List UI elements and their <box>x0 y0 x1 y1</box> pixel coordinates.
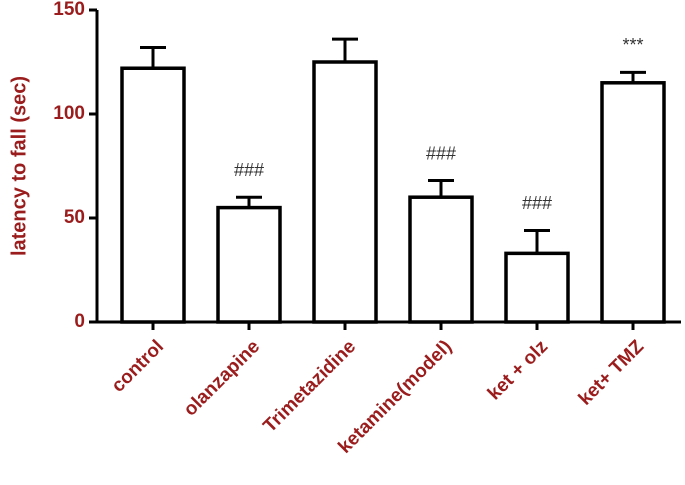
x-tick-label: ket + olz <box>484 336 552 404</box>
bar <box>408 195 474 324</box>
y-tick-label: 0 <box>74 311 85 332</box>
significance-label: ### <box>426 143 456 163</box>
significance-label: *** <box>622 35 643 55</box>
x-tick-label: control <box>108 336 168 396</box>
bar <box>504 251 570 324</box>
y-axis-label: latency to fall (sec) <box>8 76 30 256</box>
bar <box>600 81 666 324</box>
significance-label: ### <box>234 160 264 180</box>
significance-label: ### <box>522 193 552 213</box>
y-tick-label: 50 <box>64 207 85 228</box>
y-tick-label: 150 <box>53 0 85 20</box>
bar <box>312 60 378 324</box>
y-tick-label: 100 <box>53 103 85 124</box>
bar <box>216 205 282 324</box>
x-tick-label: olanzapine <box>180 336 264 420</box>
x-tick-label: Trimetazidine <box>259 336 360 437</box>
bar <box>120 66 186 324</box>
x-tick-label: ket+ TMZ <box>575 336 649 410</box>
